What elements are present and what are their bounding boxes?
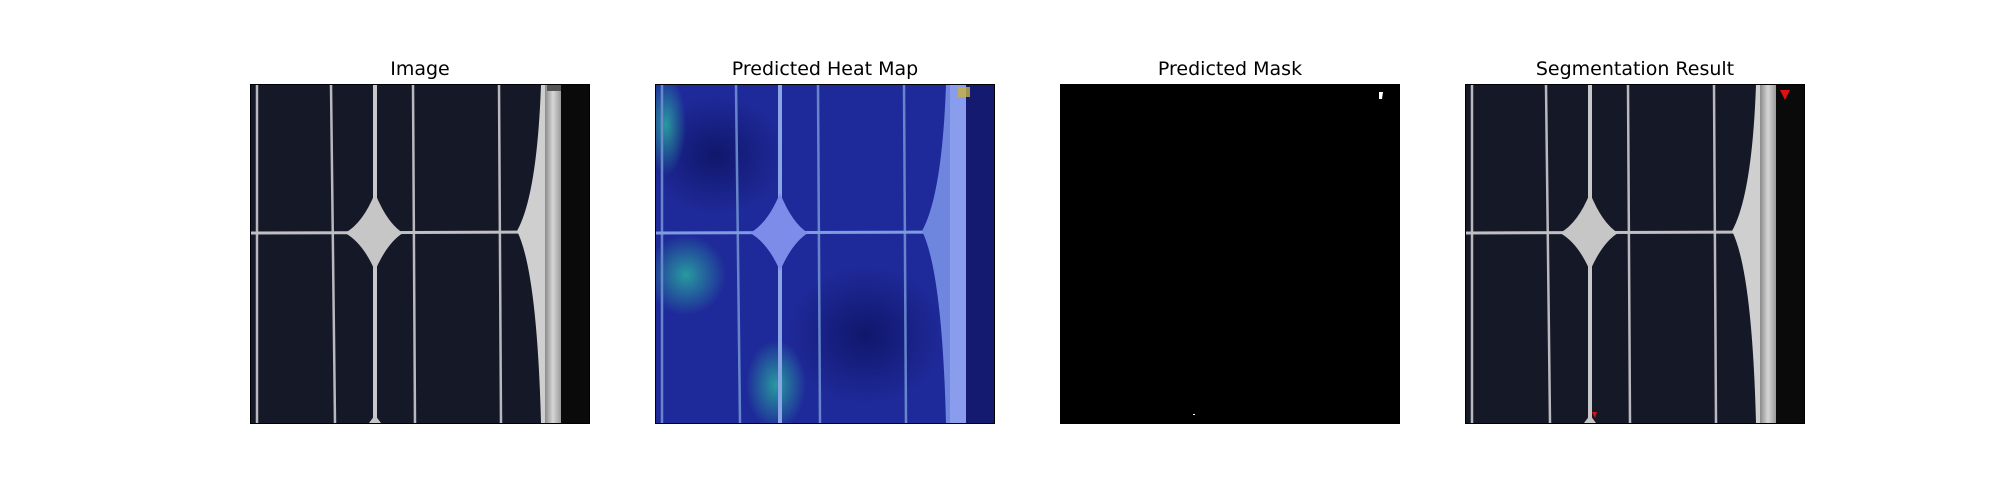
mask-blob bbox=[1379, 92, 1383, 99]
segmentation-image bbox=[1465, 84, 1805, 424]
panel-title: Image bbox=[390, 58, 450, 80]
heat-map-image bbox=[655, 84, 995, 424]
solar-cell-image bbox=[250, 84, 590, 424]
panel-title: Predicted Heat Map bbox=[731, 58, 919, 80]
solar-cell-photo bbox=[251, 85, 589, 423]
mask-image bbox=[1060, 84, 1400, 424]
panel-title: Segmentation Result bbox=[1535, 58, 1735, 80]
defect-marker bbox=[1592, 412, 1597, 418]
defect-marker bbox=[1780, 90, 1790, 100]
segmentation-overlay bbox=[1466, 85, 1804, 423]
binary-mask bbox=[1061, 85, 1399, 423]
panel-title: Predicted Mask bbox=[1157, 58, 1303, 80]
heat-map-overlay bbox=[656, 85, 994, 423]
mask-blob bbox=[1193, 414, 1195, 415]
